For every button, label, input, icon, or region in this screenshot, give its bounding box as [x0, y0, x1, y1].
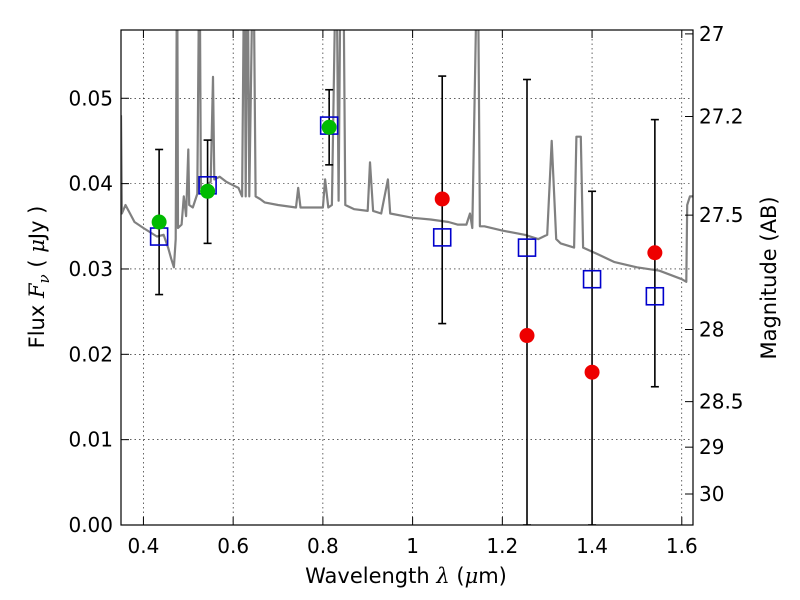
plot-area — [121, 30, 693, 525]
x-axis-title: Wavelength λ (μm) — [305, 564, 507, 588]
model-square — [645, 286, 665, 306]
y2-axis-title: Magnitude (AB) — [757, 196, 781, 359]
y2-tick-label: 27.5 — [699, 203, 744, 227]
y-tick-label: 0.04 — [68, 172, 113, 196]
y-tick-label: 0.02 — [68, 342, 113, 366]
y-axis-title-symbol: F — [25, 282, 49, 299]
x-tick-label: 0.8 — [307, 534, 339, 558]
y2-tick-label: 28 — [699, 317, 724, 341]
green-detection-point — [321, 119, 337, 135]
y2-tick-label: 28.5 — [699, 390, 744, 414]
x-axis-title-unit-rest: m) — [478, 564, 507, 588]
x-axis-title-text: Wavelength — [305, 564, 430, 588]
red-upper-limit-point — [434, 191, 450, 207]
x-tick-label: 0.4 — [128, 534, 160, 558]
photometry-points — [151, 119, 663, 380]
red-upper-limit-point — [584, 364, 600, 380]
x-tick-label: 1.2 — [486, 534, 518, 558]
green-detection-point — [151, 214, 167, 230]
y-axis-title-text: Flux — [25, 305, 49, 349]
y-tick-label: 0.05 — [68, 86, 113, 110]
red-upper-limit-point — [519, 328, 535, 344]
model-square — [582, 269, 602, 289]
x-tick-label: 0.6 — [217, 534, 249, 558]
x-axis-title-unit-open: ( — [450, 564, 465, 588]
green-detection-point — [200, 183, 216, 199]
y-axis-title-symbol-sub: ν — [35, 274, 53, 283]
y-axis-title: Flux Fν ( μJy ) — [25, 206, 53, 349]
plot-frame — [120, 29, 694, 526]
y-tick-label: 0.01 — [68, 428, 113, 452]
right-magnitude-axis: 27 27.2 27.5 28 28.5 29 30 — [685, 22, 744, 506]
spectrum-line — [121, 30, 693, 283]
x-axis-title-symbol: λ — [435, 564, 449, 588]
y-axis-title-unit-rest: Jy ) — [25, 206, 49, 242]
x-axis-title-unit-mu: μ — [465, 564, 479, 588]
model-square — [517, 238, 537, 257]
red-upper-limit-point — [647, 245, 663, 261]
y2-tick-label: 27.2 — [699, 105, 744, 129]
y2-tick-label: 30 — [699, 482, 724, 506]
x-tick-label: 1.4 — [576, 534, 608, 558]
y-axis: 0.00 0.01 0.02 0.03 0.04 0.05 — [68, 86, 129, 537]
y-axis-title-unit-mu: μ — [25, 239, 49, 253]
x-axis: 0.4 0.6 0.8 1 1.2 1.4 1.6 — [128, 30, 698, 558]
y2-tick-label: 29 — [699, 435, 724, 459]
y-tick-label: 0.03 — [68, 257, 113, 281]
x-tick-label: 1.6 — [666, 534, 698, 558]
model-square — [432, 228, 452, 247]
y-tick-label: 0.00 — [68, 513, 113, 537]
x-tick-label: 1 — [406, 534, 419, 558]
y2-tick-label: 27 — [699, 22, 724, 46]
y-axis-title-unit-open: ( — [25, 253, 49, 275]
